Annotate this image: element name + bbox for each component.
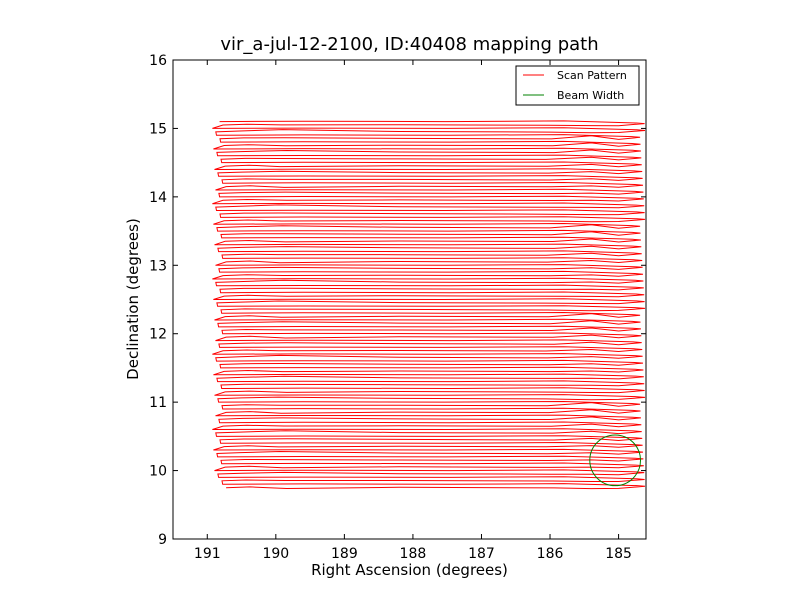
x-tick-label: 191 (194, 546, 221, 562)
axes-frame (172, 59, 647, 540)
x-tick-label: 185 (605, 546, 632, 562)
y-tick-label: 14 (149, 190, 167, 206)
x-axis-label: Right Ascension (degrees) (311, 561, 508, 579)
y-axis-ticks: 9 10 11 12 13 14 15 16 (149, 53, 646, 548)
y-tick-label: 10 (149, 464, 167, 480)
x-tick-label: 186 (537, 546, 564, 562)
chart-title: vir_a-jul-12-2100, ID:40408 mapping path (220, 34, 599, 55)
y-tick-label: 11 (149, 395, 167, 411)
x-tick-label: 187 (468, 546, 495, 562)
legend-label-scan-pattern: Scan Pattern (557, 69, 627, 82)
x-tick-label: 189 (331, 546, 358, 562)
y-tick-label: 12 (149, 327, 167, 343)
scan-pattern-series (212, 120, 646, 490)
legend: Scan Pattern Beam Width (515, 65, 640, 106)
y-tick-label: 9 (158, 532, 167, 548)
y-axis-label: Declination (degrees) (124, 218, 142, 380)
legend-box (515, 65, 640, 106)
beam-width-series (589, 434, 642, 487)
x-tick-label: 190 (262, 546, 289, 562)
y-tick-label: 13 (149, 258, 167, 274)
y-tick-label: 15 (149, 121, 167, 137)
y-tick-label: 16 (149, 53, 167, 69)
scan-pattern-line (212, 120, 646, 490)
x-axis-ticks: 191 190 189 188 187 186 185 (194, 60, 632, 562)
legend-label-beam-width: Beam Width (557, 89, 624, 102)
x-tick-label: 188 (400, 546, 427, 562)
beam-width-circle (589, 434, 642, 487)
